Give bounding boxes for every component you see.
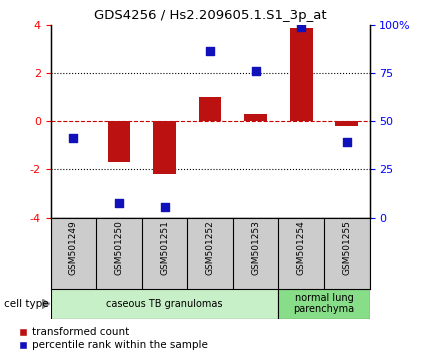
Text: GSM501252: GSM501252 xyxy=(205,220,215,275)
Polygon shape xyxy=(42,299,50,309)
Bar xyxy=(290,28,313,121)
Point xyxy=(115,200,122,206)
Text: GSM501249: GSM501249 xyxy=(69,220,78,275)
Text: GSM501253: GSM501253 xyxy=(251,220,260,275)
Bar xyxy=(199,97,221,121)
Text: cell type: cell type xyxy=(4,299,49,309)
Text: GSM501251: GSM501251 xyxy=(160,220,169,275)
Bar xyxy=(244,114,267,121)
Bar xyxy=(279,289,370,319)
Bar xyxy=(51,289,279,319)
Bar xyxy=(153,121,176,174)
Legend: transformed count, percentile rank within the sample: transformed count, percentile rank withi… xyxy=(18,327,208,350)
Point xyxy=(343,139,350,144)
Text: normal lung
parenchyma: normal lung parenchyma xyxy=(293,293,355,314)
Text: caseous TB granulomas: caseous TB granulomas xyxy=(106,298,223,309)
Point xyxy=(161,204,168,210)
Point xyxy=(207,48,214,54)
Point xyxy=(70,135,77,141)
Text: GSM501254: GSM501254 xyxy=(297,220,306,275)
Point xyxy=(252,68,259,73)
Bar xyxy=(107,121,130,162)
Point xyxy=(298,24,305,30)
Text: GSM501250: GSM501250 xyxy=(114,220,124,275)
Text: GSM501255: GSM501255 xyxy=(342,220,351,275)
Title: GDS4256 / Hs2.209605.1.S1_3p_at: GDS4256 / Hs2.209605.1.S1_3p_at xyxy=(94,9,326,22)
Bar xyxy=(335,121,358,126)
